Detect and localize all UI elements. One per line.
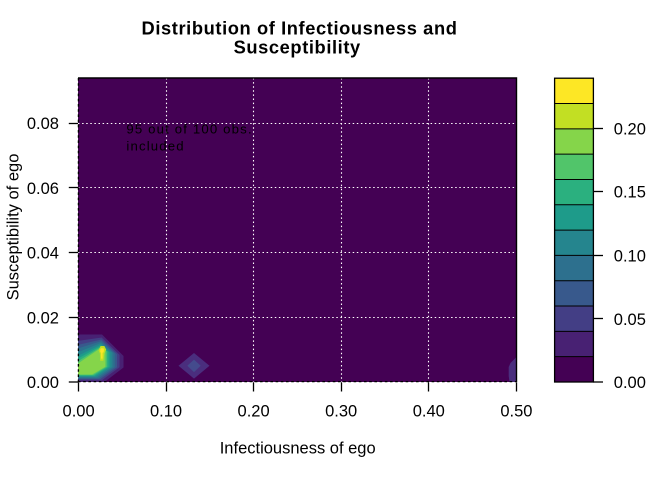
svg-text:Susceptibility of ego: Susceptibility of ego (5, 154, 23, 301)
svg-text:0.10: 0.10 (614, 248, 646, 266)
svg-text:0.30: 0.30 (325, 402, 357, 420)
svg-text:Distribution of Infectiousness: Distribution of Infectiousness and (142, 17, 458, 38)
svg-text:0.50: 0.50 (500, 402, 532, 420)
svg-text:0.00: 0.00 (27, 374, 59, 392)
svg-text:0.04: 0.04 (27, 245, 59, 263)
svg-text:0.05: 0.05 (614, 311, 646, 329)
svg-text:0.40: 0.40 (413, 402, 445, 420)
svg-text:included: included (126, 138, 184, 153)
svg-text:95 out of 100 obs.: 95 out of 100 obs. (126, 122, 252, 137)
svg-text:0.20: 0.20 (238, 402, 270, 420)
svg-text:0.00: 0.00 (614, 374, 646, 392)
svg-text:0.20: 0.20 (614, 120, 646, 138)
svg-text:0.15: 0.15 (614, 184, 646, 202)
svg-text:Susceptibility: Susceptibility (234, 37, 361, 58)
svg-text:Infectiousness of ego: Infectiousness of ego (220, 440, 376, 458)
svg-text:0.02: 0.02 (27, 309, 59, 327)
svg-text:0.06: 0.06 (27, 180, 59, 198)
svg-text:0.00: 0.00 (63, 402, 95, 420)
svg-text:0.08: 0.08 (27, 115, 59, 133)
svg-text:0.10: 0.10 (150, 402, 182, 420)
